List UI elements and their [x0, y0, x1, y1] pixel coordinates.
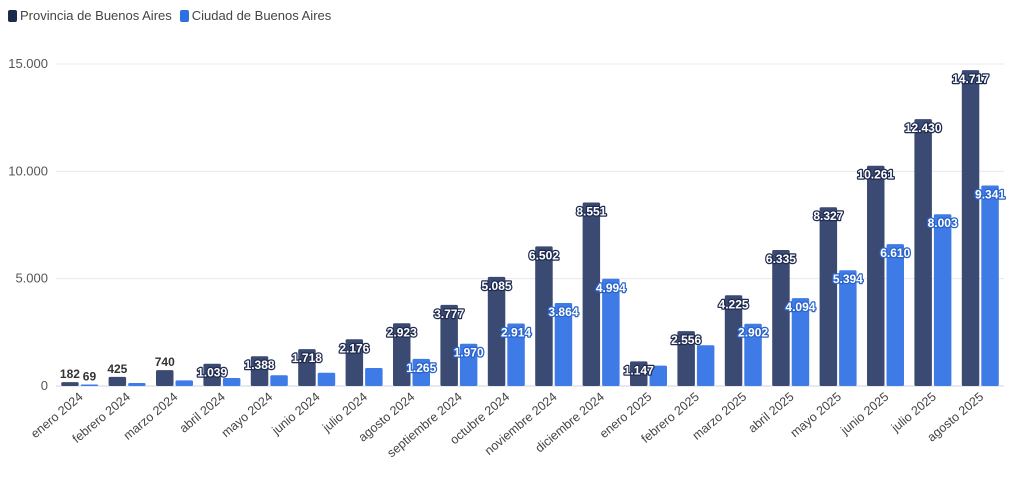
data-label-provincia: 6.502 — [529, 248, 559, 262]
data-label-ciudad: 2.902 — [738, 326, 768, 340]
y-tick-label: 5.000 — [15, 271, 48, 286]
bar-ciudad — [554, 303, 573, 386]
data-label-provincia: 740 — [155, 355, 175, 369]
bar-provincia — [393, 323, 411, 386]
bar-ciudad — [744, 323, 762, 386]
bar-provincia — [298, 349, 316, 386]
bar-provincia — [535, 246, 553, 386]
data-label-provincia: 5.085 — [482, 279, 512, 293]
bar-ciudad — [649, 365, 667, 386]
data-label-provincia: 1.039 — [197, 366, 227, 380]
bar-ciudad — [270, 375, 288, 386]
legend-item-ciudad[interactable]: Ciudad de Buenos Aires — [179, 8, 332, 23]
bar-ciudad — [839, 270, 857, 386]
bar-ciudad — [365, 367, 383, 386]
data-label-ciudad: 9.341 — [975, 187, 1005, 201]
bar-ciudad — [507, 323, 525, 386]
bar-ciudad — [222, 378, 241, 386]
data-label-ciudad: 1.970 — [454, 346, 484, 360]
data-label-ciudad: 69 — [83, 370, 97, 384]
bar-ciudad — [459, 343, 478, 386]
data-label-provincia: 1.147 — [624, 363, 654, 377]
bar-provincia — [724, 295, 743, 386]
data-label-provincia: 2.923 — [387, 325, 417, 339]
bar-provincia — [961, 70, 980, 386]
bar-provincia — [61, 382, 79, 386]
bar-provincia — [440, 304, 458, 386]
bar-provincia — [630, 361, 648, 386]
bar-ciudad — [696, 345, 715, 386]
data-label-ciudad: 6.610 — [880, 246, 910, 260]
legend: Provincia de Buenos Aires Ciudad de Buen… — [8, 8, 331, 23]
bar-provincia — [772, 250, 790, 386]
bar-ciudad — [80, 384, 99, 386]
bar-provincia — [677, 331, 695, 386]
data-label-provincia: 8.551 — [576, 204, 606, 218]
data-label-provincia: 2.176 — [339, 341, 369, 355]
data-label-provincia: 1.718 — [292, 351, 322, 365]
bar-ciudad — [175, 380, 193, 386]
bar-provincia — [156, 370, 174, 386]
y-tick-label: 15.000 — [8, 56, 48, 71]
y-tick-label: 0 — [41, 378, 48, 393]
data-label-provincia: 2.556 — [671, 333, 701, 347]
legend-label-provincia: Provincia de Buenos Aires — [20, 8, 172, 23]
bar-provincia — [914, 119, 932, 386]
bar-ciudad — [602, 278, 620, 386]
data-label-provincia: 4.225 — [719, 297, 749, 311]
legend-swatch-ciudad — [179, 9, 189, 22]
bar-provincia — [582, 202, 601, 386]
data-label-ciudad: 8.003 — [928, 216, 958, 230]
data-label-provincia: 10.261 — [857, 168, 894, 182]
bar-ciudad — [886, 244, 904, 386]
bar-ciudad — [791, 298, 810, 386]
bar-provincia — [250, 356, 269, 386]
data-label-ciudad: 4.994 — [596, 281, 626, 295]
legend-item-provincia[interactable]: Provincia de Buenos Aires — [8, 8, 172, 23]
data-label-provincia: 8.327 — [813, 209, 843, 223]
x-tick-label: junio 2025 — [837, 390, 891, 438]
bar-provincia — [487, 276, 506, 386]
data-label-ciudad: 1.265 — [406, 361, 436, 375]
bar-ciudad — [317, 372, 336, 386]
data-label-ciudad: 3.864 — [548, 305, 578, 319]
bar-provincia — [345, 339, 364, 386]
bar-ciudad — [981, 185, 999, 386]
y-tick-label: 10.000 — [8, 163, 48, 178]
legend-swatch-provincia — [8, 9, 17, 22]
data-label-provincia: 425 — [107, 362, 127, 376]
bar-ciudad — [128, 382, 146, 386]
data-label-provincia: 182 — [60, 367, 80, 381]
data-label-ciudad: 2.914 — [501, 325, 531, 339]
legend-label-ciudad: Ciudad de Buenos Aires — [191, 8, 332, 23]
data-label-provincia: 14.717 — [952, 72, 989, 86]
data-label-provincia: 6.335 — [766, 252, 796, 266]
x-tick-label: mayo 2024 — [219, 390, 275, 441]
x-tick-label: mayo 2025 — [788, 390, 844, 441]
data-label-provincia: 12.430 — [905, 121, 942, 135]
x-tick-label: junio 2024 — [269, 390, 323, 438]
bar-provincia — [108, 376, 127, 386]
bar-provincia — [867, 165, 885, 386]
data-label-ciudad: 5.394 — [833, 272, 863, 286]
bar-ciudad — [412, 358, 430, 386]
data-label-ciudad: 4.094 — [785, 300, 815, 314]
data-label-provincia: 3.777 — [434, 307, 464, 321]
data-label-provincia: 1.388 — [245, 358, 275, 372]
bar-ciudad — [933, 214, 952, 386]
bar-provincia — [819, 207, 838, 386]
bar-provincia — [203, 363, 221, 386]
